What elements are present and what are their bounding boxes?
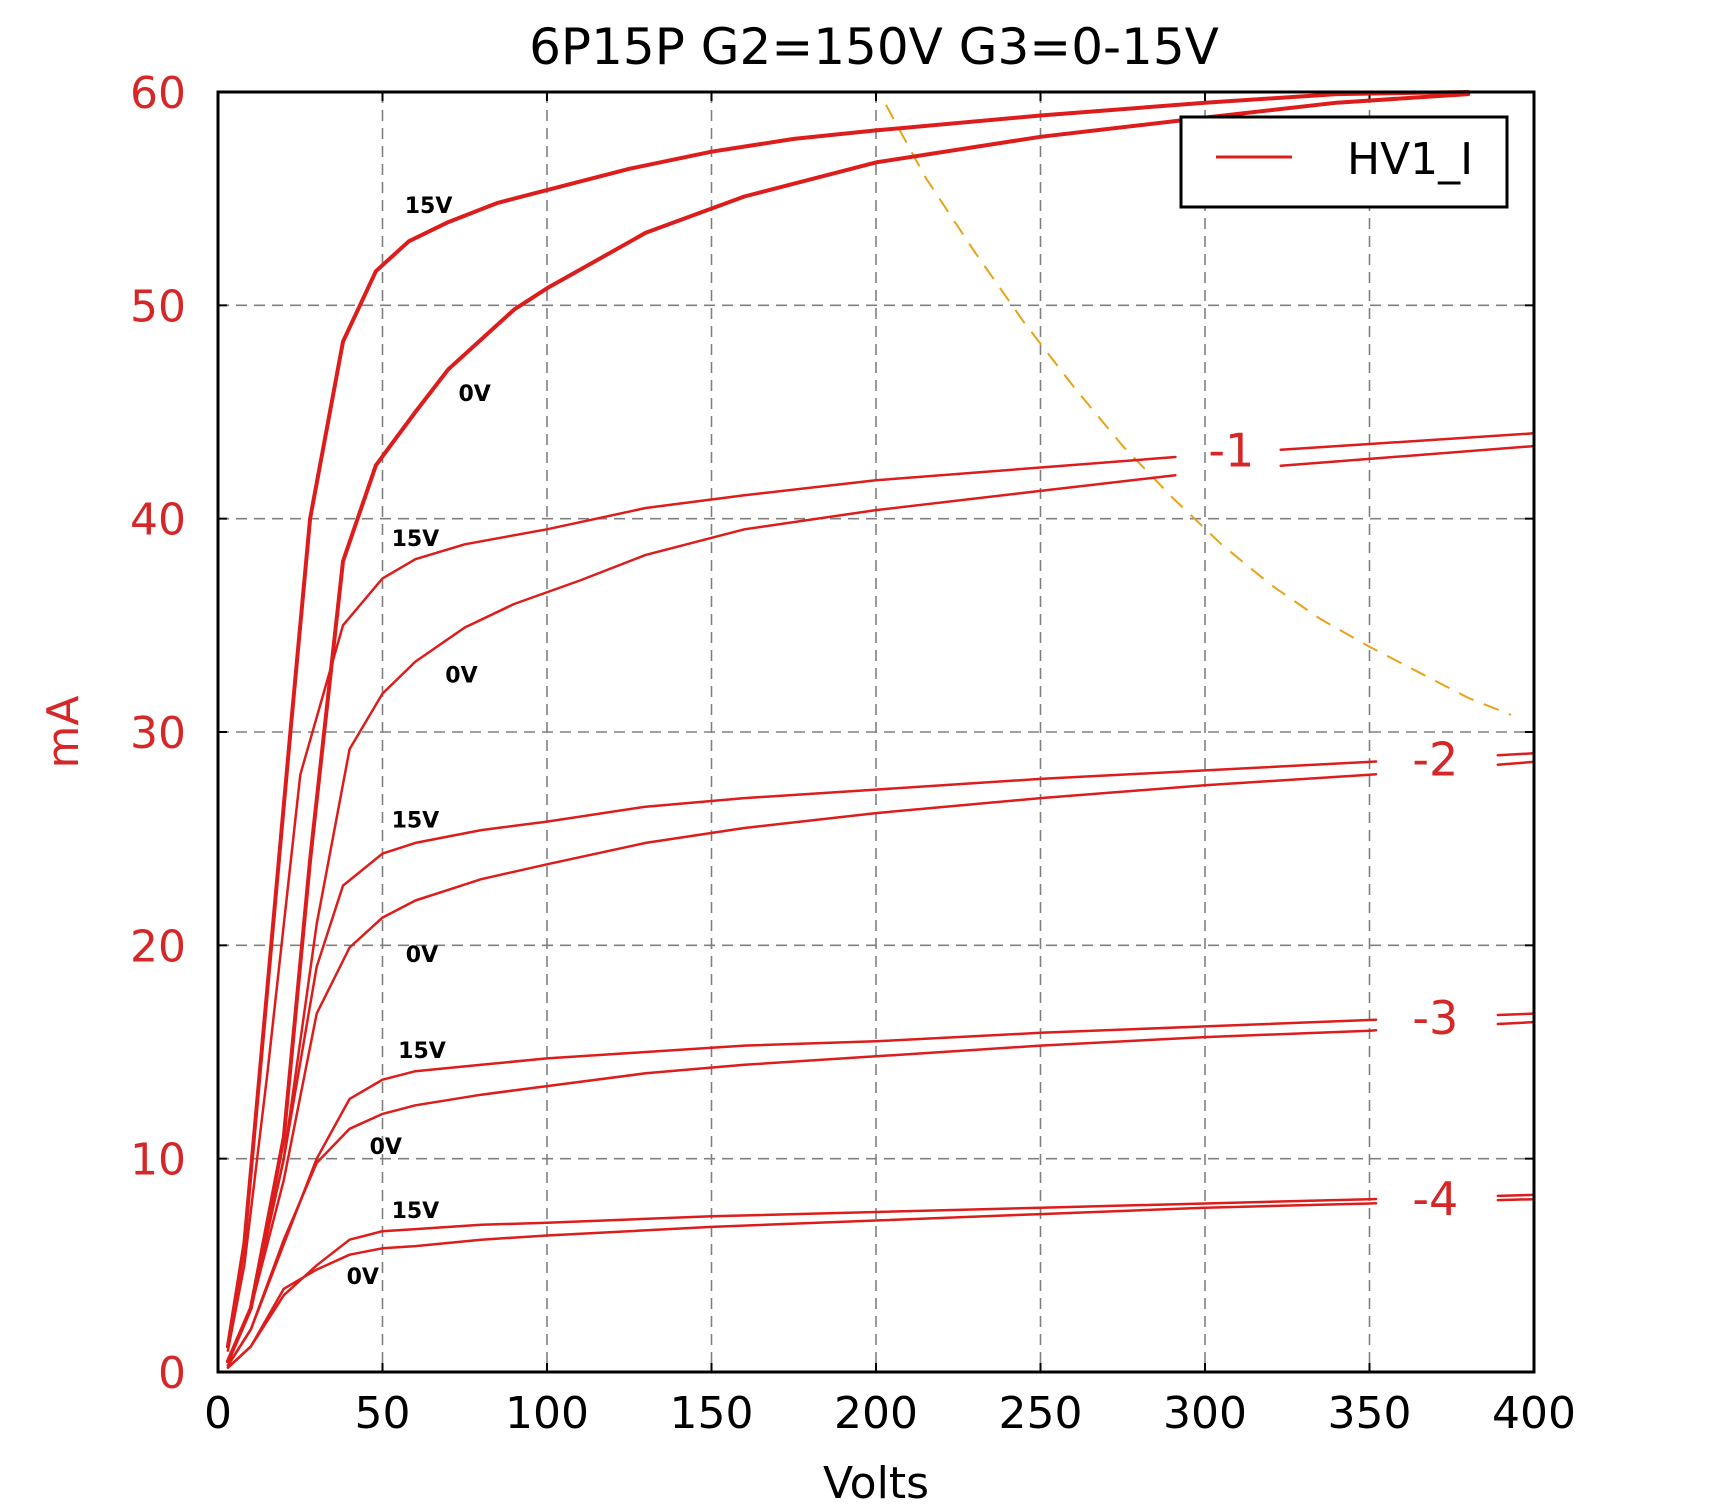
- y-tick-label: 50: [130, 281, 186, 332]
- y-tick-label: 60: [130, 68, 186, 119]
- curve-annotation: 0V: [445, 663, 477, 688]
- x-axis-label: Volts: [823, 1458, 929, 1509]
- chart-title: 6P15P G2=150V G3=0-15V: [529, 18, 1219, 76]
- curve-g1-minus4-g3-0v: [226, 1202, 1378, 1369]
- grid-lines: [218, 92, 1534, 1372]
- load-line: [885, 104, 1512, 716]
- curve-annotation: 15V: [392, 808, 440, 833]
- curve-annotation: 0V: [458, 382, 490, 407]
- curve-g1-minus3-g3-15v: [1496, 1012, 1536, 1017]
- y-axis-label: mA: [38, 696, 89, 769]
- x-tick-label: 250: [999, 1388, 1083, 1439]
- x-tick-labels: 0 50 100 150 200 250 300 350 400: [204, 1388, 1576, 1439]
- curve-annotation: 15V: [405, 194, 453, 219]
- x-tick-label: 150: [670, 1388, 754, 1439]
- curve-g1-minus3-g3-0v: [226, 1029, 1378, 1367]
- curve-annotation: 0V: [406, 943, 438, 968]
- y-tick-label: 20: [130, 921, 186, 972]
- curve-annotation: 0V: [370, 1135, 402, 1160]
- x-tick-label: 200: [834, 1388, 918, 1439]
- curve-g1-0-g3-15v: [225, 90, 1471, 1349]
- curve-g1-minus1-g3-15v: [226, 455, 1177, 1352]
- curve-annotation: 15V: [392, 527, 440, 552]
- curve-annotation: 0V: [347, 1265, 379, 1290]
- y-tick-label: 30: [130, 708, 186, 759]
- curve-g1-minus1-g3-15v: [1279, 432, 1536, 452]
- x-tick-label: 0: [204, 1388, 232, 1439]
- curve-g1-minus3-g3-15v: [226, 1018, 1378, 1367]
- bias-label: -3: [1412, 991, 1458, 1045]
- y-tick-labels: 0 10 20 30 40 50 60: [130, 68, 186, 1399]
- curve-annotation: 15V: [392, 1199, 440, 1224]
- curve-g1-minus1-g3-0v: [226, 473, 1177, 1363]
- bias-label: -2: [1412, 733, 1458, 787]
- load-line-layer: [885, 104, 1512, 716]
- x-tick-label: 350: [1328, 1388, 1412, 1439]
- curve-g1-minus2-g3-0v: [1496, 760, 1536, 766]
- curve-g1-minus4-g3-0v: [1496, 1197, 1536, 1202]
- x-tick-label: 100: [505, 1388, 589, 1439]
- legend: HV1_I: [1179, 115, 1509, 209]
- bias-label: -1: [1208, 423, 1254, 477]
- curve-g1-minus2-g3-15v: [1496, 752, 1536, 757]
- x-tick-label: 400: [1492, 1388, 1576, 1439]
- curve-series: [225, 90, 1536, 1369]
- curve-g1-minus2-g3-15v: [226, 760, 1378, 1363]
- curve-g1-minus3-g3-0v: [1496, 1020, 1536, 1026]
- curve-g1-minus4-g3-15v: [1496, 1193, 1536, 1198]
- curve-g1-minus2-g3-0v: [226, 772, 1378, 1363]
- bias-label: -4: [1412, 1172, 1458, 1226]
- x-tick-label: 300: [1163, 1388, 1247, 1439]
- grid-bias-labels: -1 -2 -3 -4: [1208, 423, 1458, 1226]
- curve-g1-minus4-g3-15v: [226, 1197, 1378, 1369]
- y-tick-label: 10: [130, 1135, 186, 1186]
- legend-box: [1179, 115, 1509, 209]
- y-tick-label: 0: [158, 1348, 186, 1399]
- y-tick-label: 40: [130, 495, 186, 546]
- curve-g1-0-g3-0v: [225, 92, 1471, 1364]
- curve-annotation: 15V: [398, 1039, 446, 1064]
- x-tick-label: 50: [355, 1388, 411, 1439]
- curve-annotations: 15V 0V 15V 0V 15V 0V 15V 0V 15V 0V: [347, 194, 491, 1290]
- plot-frame: [216, 90, 1536, 1374]
- curve-g1-minus1-g3-0v: [1279, 444, 1536, 468]
- legend-label: HV1_I: [1347, 134, 1473, 185]
